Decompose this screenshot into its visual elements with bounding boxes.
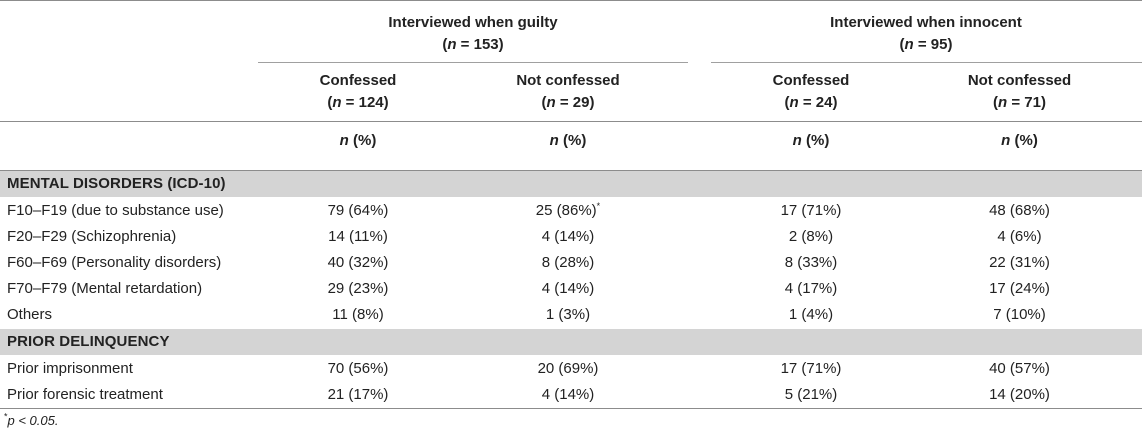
stat-label: n (%) [1001, 132, 1038, 149]
cell-value: 40 (57%) [989, 360, 1050, 377]
cell-value: 79 (64%) [327, 202, 389, 219]
section-band: PRIOR DELINQUENCY [0, 329, 1142, 355]
group-guilty-n: (n = 153) [442, 36, 504, 53]
cell-value: 4 (14%) [541, 280, 595, 297]
cell-value: 70 (56%) [327, 360, 389, 377]
table-row: F70–F79 (Mental retardation) 29 (23%) 4 … [0, 276, 1142, 302]
table-row: F60–F69 (Personality disorders) 40 (32%)… [0, 250, 1142, 276]
row-label: Others [7, 306, 53, 323]
cell-value: 14 (11%) [328, 228, 388, 245]
cell-value: 1 (3%) [545, 306, 591, 323]
group-innocent-n: (n = 95) [899, 36, 953, 53]
bottom-rule [0, 408, 1142, 409]
subheader-rule [0, 121, 1142, 122]
stat-label: n (%) [339, 132, 377, 149]
cell-value: 17 (71%) [780, 360, 842, 377]
cell-value: 2 (8%) [788, 228, 834, 245]
group-guilty-rule [258, 62, 688, 63]
footnote-mark: * [4, 411, 8, 422]
cell-value: 4 (14%) [541, 228, 595, 245]
cell-value: 4 (14%) [541, 386, 595, 403]
cell-value: 20 (69%) [537, 360, 599, 377]
table-row: Others 11 (8%) 1 (3%) 1 (4%) 7 (10%) [0, 302, 1142, 328]
table-row: F20–F29 (Schizophrenia) 14 (11%) 4 (14%)… [0, 224, 1142, 250]
footnote-text: p < 0.05. [7, 413, 59, 428]
table-row: Prior forensic treatment 21 (17%) 4 (14%… [0, 382, 1142, 408]
cell-value: 1 (4%) [788, 306, 834, 323]
cell-value: 4 (6%) [997, 228, 1042, 245]
subcol-innocent-not-confessed: Not confessed (n = 71) [967, 72, 1072, 111]
cell-value: 17 (71%) [780, 202, 842, 219]
group-guilty-title: Interviewed when guilty [388, 14, 558, 31]
row-label: F20–F29 (Schizophrenia) [7, 228, 177, 245]
subcol-guilty-confessed: Confessed (n = 124) [319, 72, 397, 111]
cell-value: 7 (10%) [993, 306, 1046, 323]
group-innocent-title: Interviewed when innocent [830, 14, 1022, 31]
significance-mark: * [596, 201, 601, 211]
table-row: Prior imprisonment 70 (56%) 20 (69%) 17 … [0, 356, 1142, 382]
body-top-rule [0, 170, 1142, 171]
cell-value: 17 (24%) [989, 280, 1050, 297]
section-title: PRIOR DELINQUENCY [7, 333, 170, 350]
subcol-guilty-not-confessed: Not confessed (n = 29) [516, 72, 620, 111]
group-innocent-rule [711, 62, 1142, 63]
cell-value: 40 (32%) [327, 254, 389, 271]
row-label: F10–F19 (due to substance use) [7, 202, 224, 219]
row-label: F60–F69 (Personality disorders) [7, 254, 222, 271]
cell-value: 14 (20%) [989, 386, 1050, 403]
cell-value: 8 (33%) [784, 254, 838, 271]
cell-value: 22 (31%) [989, 254, 1050, 271]
stat-label: n (%) [792, 132, 830, 149]
row-label: F70–F79 (Mental retardation) [7, 280, 203, 297]
subcol-innocent-confessed: Confessed (n = 24) [772, 72, 850, 111]
cell-value: 8 (28%) [541, 254, 595, 271]
top-rule [0, 0, 1142, 1]
section-title: MENTAL DISORDERS (ICD-10) [7, 175, 226, 192]
section-band: MENTAL DISORDERS (ICD-10) [0, 171, 1142, 197]
footnote: *p < 0.05. [4, 412, 58, 430]
cell-value: 4 (17%) [784, 280, 838, 297]
cell-value: 5 (21%) [784, 386, 838, 403]
table-row: F10–F19 (due to substance use) 79 (64%) … [0, 198, 1142, 224]
row-label: Prior forensic treatment [7, 386, 163, 403]
cell-value: 25 (86%)* [535, 201, 601, 220]
cell-value: 11 (8%) [332, 306, 384, 323]
cell-value: 48 (68%) [989, 202, 1050, 219]
cell-value: 21 (17%) [327, 386, 389, 403]
row-label: Prior imprisonment [7, 360, 133, 377]
cell-value: 29 (23%) [327, 280, 389, 297]
stat-label: n (%) [549, 132, 587, 149]
